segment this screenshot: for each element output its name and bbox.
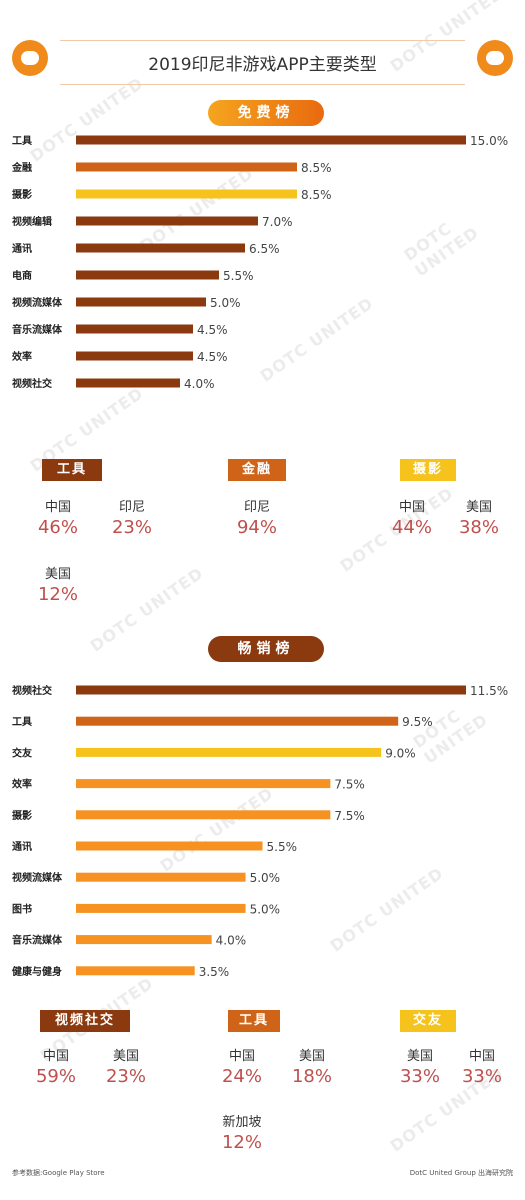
logo-icon (12, 40, 48, 76)
grossing-category-label: 效率 (12, 778, 32, 791)
grossing-ranking-chart: 视频社交 11.5% 工具 9.5% 交友 9.0% 效率 7.5% 摄影 7.5% 通讯 5.5% 视… (12, 684, 508, 979)
grossing-chart-title: 畅销榜 (208, 636, 324, 662)
grossing-value-label: 9.0% (385, 746, 416, 760)
free-value-label: 4.5% (197, 323, 228, 337)
grossing-tag-dating: 交友 (400, 1010, 456, 1032)
free-tag-finance: 金融 (228, 459, 286, 481)
grossing-stat: 新加坡 12% (221, 1115, 262, 1153)
free-bar (76, 324, 193, 334)
free-bar (76, 270, 219, 280)
grossing-value-label: 5.5% (267, 840, 298, 854)
free-bar (76, 162, 297, 172)
free-bar (76, 351, 193, 361)
free-bar (76, 135, 466, 145)
header-rule-bottom (60, 84, 465, 85)
free-category-label: 视频流媒体 (12, 296, 63, 309)
grossing-value-label: 7.5% (334, 778, 365, 792)
free-category-label: 电商 (12, 269, 32, 282)
grossing-bar (76, 747, 382, 757)
grossing-bar (76, 841, 263, 851)
free-value-label: 5.5% (223, 269, 254, 283)
free-value-label: 8.5% (301, 161, 332, 175)
free-chart-title: 免费榜 (208, 100, 324, 126)
free-stat: 中国 46% (37, 500, 78, 538)
free-category-label: 效率 (12, 350, 32, 363)
free-category-label: 音乐流媒体 (12, 323, 63, 336)
grossing-value-label: 4.0% (216, 934, 247, 948)
grossing-value-label: 5.0% (250, 902, 281, 916)
header-rule-top (60, 40, 465, 41)
free-bar (76, 216, 258, 226)
free-value-label: 6.5% (249, 242, 280, 256)
grossing-category-label: 音乐流媒体 (12, 934, 63, 947)
grossing-value-label: 11.5% (470, 684, 508, 698)
grossing-tag-video-social: 视频社交 (40, 1010, 130, 1032)
free-value-label: 4.5% (197, 350, 228, 364)
grossing-bar (76, 935, 212, 945)
grossing-category-label: 工具 (12, 716, 32, 728)
grossing-category-label: 视频社交 (12, 684, 52, 697)
free-category-label: 工具 (12, 135, 32, 147)
free-ranking-chart: 工具 15.0% 金融 8.5% 摄影 8.5% 视频编辑 7.0% 通讯 6.5% 电商 5.5% 视… (11, 134, 508, 391)
free-bar (76, 243, 245, 253)
free-bar (76, 378, 180, 388)
free-tag-photo: 摄影 (400, 459, 456, 481)
logo-icon (477, 40, 513, 76)
free-stat: 中国 44% (391, 500, 432, 538)
grossing-category-label: 摄影 (12, 809, 32, 822)
free-category-label: 金融 (11, 161, 32, 174)
free-value-label: 4.0% (184, 377, 215, 391)
grossing-stat: 美国 18% (291, 1049, 332, 1087)
grossing-category-label: 交友 (12, 746, 32, 759)
grossing-stat: 美国 23% (105, 1049, 146, 1087)
grossing-category-label: 通讯 (12, 840, 32, 853)
grossing-stat: 中国 33% (461, 1049, 502, 1087)
grossing-category-label: 图书 (12, 902, 32, 915)
free-stat: 印尼 94% (236, 500, 277, 538)
free-category-label: 通讯 (12, 242, 32, 255)
grossing-stat: 中国 24% (221, 1049, 262, 1087)
grossing-bar (76, 903, 246, 913)
footer-credit: DotC United Group 出海研究院 (409, 1169, 513, 1177)
grossing-tag-tools: 工具 (228, 1010, 280, 1032)
grossing-bar (76, 685, 466, 695)
footer-source: 参考数据:Google Play Store (12, 1169, 105, 1177)
free-bar (76, 189, 297, 199)
free-category-label: 视频编辑 (12, 215, 52, 228)
grossing-value-label: 5.0% (250, 871, 281, 885)
grossing-category-label: 健康与健身 (12, 965, 62, 978)
free-bar (76, 297, 206, 307)
free-stat: 美国 12% (37, 567, 78, 605)
free-tag-tools: 工具 (42, 459, 102, 481)
grossing-bar (76, 716, 399, 726)
grossing-bar (76, 872, 246, 882)
grossing-value-label: 9.5% (402, 715, 433, 729)
free-value-label: 7.0% (262, 215, 293, 229)
free-stat: 印尼 23% (111, 500, 152, 538)
grossing-value-label: 3.5% (199, 965, 230, 979)
grossing-category-label: 视频流媒体 (12, 871, 63, 884)
grossing-bar (76, 966, 195, 976)
free-stat: 美国 38% (458, 500, 499, 538)
grossing-stat: 中国 59% (35, 1049, 76, 1087)
grossing-bar (76, 810, 331, 820)
page-title: 2019印尼非游戏APP主要类型 (148, 55, 377, 75)
free-value-label: 5.0% (210, 296, 241, 310)
free-value-label: 8.5% (301, 188, 332, 202)
free-value-label: 15.0% (470, 134, 508, 148)
free-category-label: 摄影 (12, 188, 32, 201)
grossing-stat: 美国 33% (399, 1049, 440, 1087)
grossing-value-label: 7.5% (334, 809, 365, 823)
free-category-label: 视频社交 (12, 377, 52, 390)
grossing-bar (76, 779, 331, 789)
